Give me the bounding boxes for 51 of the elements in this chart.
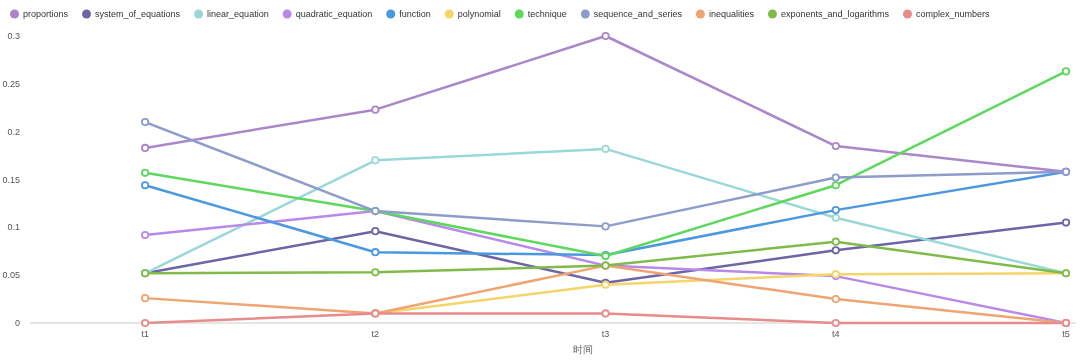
- point: [371, 105, 380, 114]
- point: [141, 168, 150, 177]
- x-tick-label: t5: [1062, 329, 1070, 339]
- legend-label: linear_equation: [207, 9, 269, 20]
- y-tick-label: 0.25: [2, 78, 20, 89]
- point: [831, 237, 840, 246]
- point: [141, 118, 150, 127]
- legend-label: complex_numbers: [916, 9, 991, 20]
- x-tick-label: t3: [601, 329, 610, 339]
- point: [371, 268, 380, 277]
- legend-label: sequence_and_series: [593, 9, 683, 20]
- point: [601, 31, 610, 41]
- y-tick-label: 0.15: [2, 174, 20, 185]
- point: [831, 318, 840, 328]
- point: [831, 294, 840, 304]
- x-tick-label: t2: [371, 329, 380, 339]
- point: [831, 246, 840, 255]
- point: [371, 156, 380, 165]
- x-axis-title: 时间: [573, 344, 593, 355]
- legend-label: quadratic_equation: [295, 9, 373, 20]
- legend-label: system_of_equations: [95, 9, 181, 20]
- point: [1061, 218, 1071, 227]
- x-tick-label: t4: [832, 329, 840, 339]
- point: [831, 213, 840, 222]
- point: [371, 227, 380, 236]
- point: [601, 309, 610, 318]
- point: [1061, 67, 1071, 76]
- point: [141, 143, 150, 153]
- point: [831, 181, 840, 190]
- point: [831, 141, 840, 151]
- y-tick-label: 0.2: [7, 126, 20, 137]
- legend-label: polynomial: [457, 9, 501, 20]
- legend-label: function: [399, 9, 431, 20]
- legend-label: technique: [527, 9, 567, 20]
- point: [141, 181, 150, 190]
- point: [141, 318, 150, 328]
- point: [831, 206, 840, 215]
- legend-label: proportions: [23, 9, 69, 20]
- y-tick-label: 0: [14, 318, 20, 328]
- y-tick-label: 0.3: [7, 31, 20, 41]
- point: [831, 173, 840, 182]
- y-tick-label: 0.1: [7, 222, 20, 233]
- point: [141, 294, 150, 303]
- point: [141, 230, 150, 240]
- legend-label: exponents_and_logarithms: [780, 9, 890, 20]
- point: [601, 144, 610, 153]
- point: [601, 222, 610, 231]
- point: [371, 248, 380, 257]
- y-tick-label: 0.05: [2, 270, 20, 281]
- x-tick-label: t1: [141, 329, 149, 339]
- legend-label: inequalities: [708, 9, 755, 20]
